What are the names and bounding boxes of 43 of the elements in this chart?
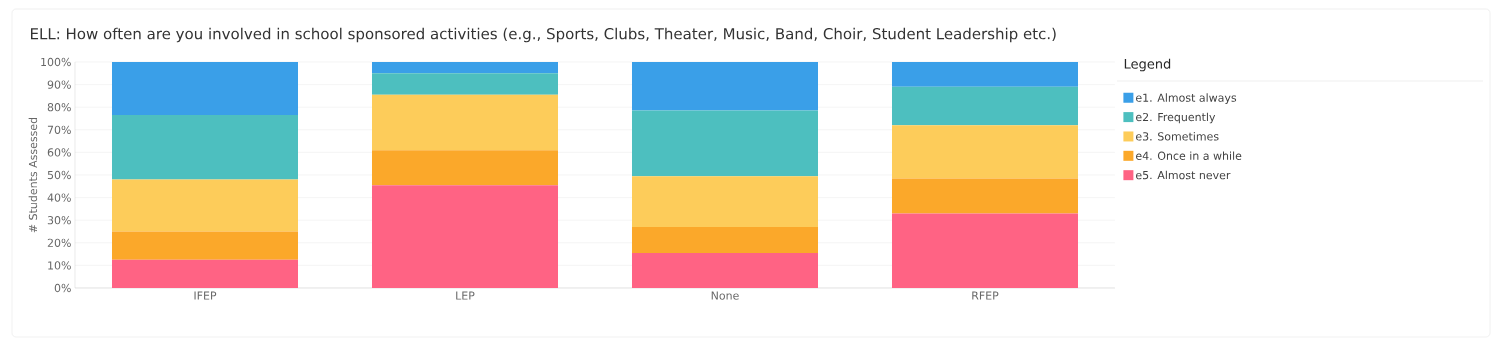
bar	[112, 231, 298, 260]
bar	[891, 86, 1078, 126]
bar	[372, 185, 558, 288]
bar	[112, 259, 298, 288]
bar	[372, 150, 558, 186]
bar	[891, 178, 1078, 214]
bar	[631, 226, 818, 253]
bar	[112, 179, 298, 232]
y-tick-label: 40%	[47, 193, 71, 202]
bar	[112, 62, 298, 116]
y-axis-title: # Students Assessed	[28, 117, 38, 233]
bar	[372, 94, 558, 151]
legend-label: e3. Sometimes	[1136, 132, 1219, 141]
x-tick-label: RFEP	[972, 291, 999, 300]
bar	[112, 115, 298, 180]
legend-label: e5. Almost never	[1136, 170, 1231, 180]
chart-title: ELL: How often are you involved in school sponsored activities (e.g., Sports, Clubs, Theater, Music, Band, Choir, Student Leadership etc.)	[31, 27, 1056, 43]
bar	[891, 62, 1078, 87]
x-tick-label: LEP	[456, 291, 475, 300]
x-tick-label: IFEP	[194, 291, 217, 300]
bar	[372, 62, 558, 74]
bar	[631, 62, 818, 111]
y-tick-label: 0%	[54, 283, 71, 293]
bar	[631, 252, 818, 288]
y-tick-label: 90%	[47, 80, 71, 89]
bar	[891, 213, 1078, 288]
y-tick-label: 20%	[47, 238, 71, 247]
bar	[631, 110, 818, 177]
y-tick-label: 30%	[47, 216, 71, 225]
legend-label: e2. Frequently	[1136, 112, 1216, 124]
legend-label: e4. Once in a while	[1136, 151, 1242, 160]
bar	[372, 73, 558, 95]
y-tick-label: 10%	[48, 261, 71, 270]
x-tick-label: None	[711, 291, 739, 300]
y-tick-label: 70%	[47, 125, 71, 134]
y-tick-label: 50%	[47, 170, 71, 180]
y-tick-label: 100%	[41, 57, 71, 67]
bar	[631, 176, 818, 227]
legend-title: Legend	[1124, 58, 1171, 72]
bar	[891, 125, 1078, 179]
y-tick-label: 60%	[47, 148, 71, 157]
legend-label: e1. Almost always	[1136, 93, 1237, 104]
y-tick-label: 80%	[47, 103, 71, 112]
